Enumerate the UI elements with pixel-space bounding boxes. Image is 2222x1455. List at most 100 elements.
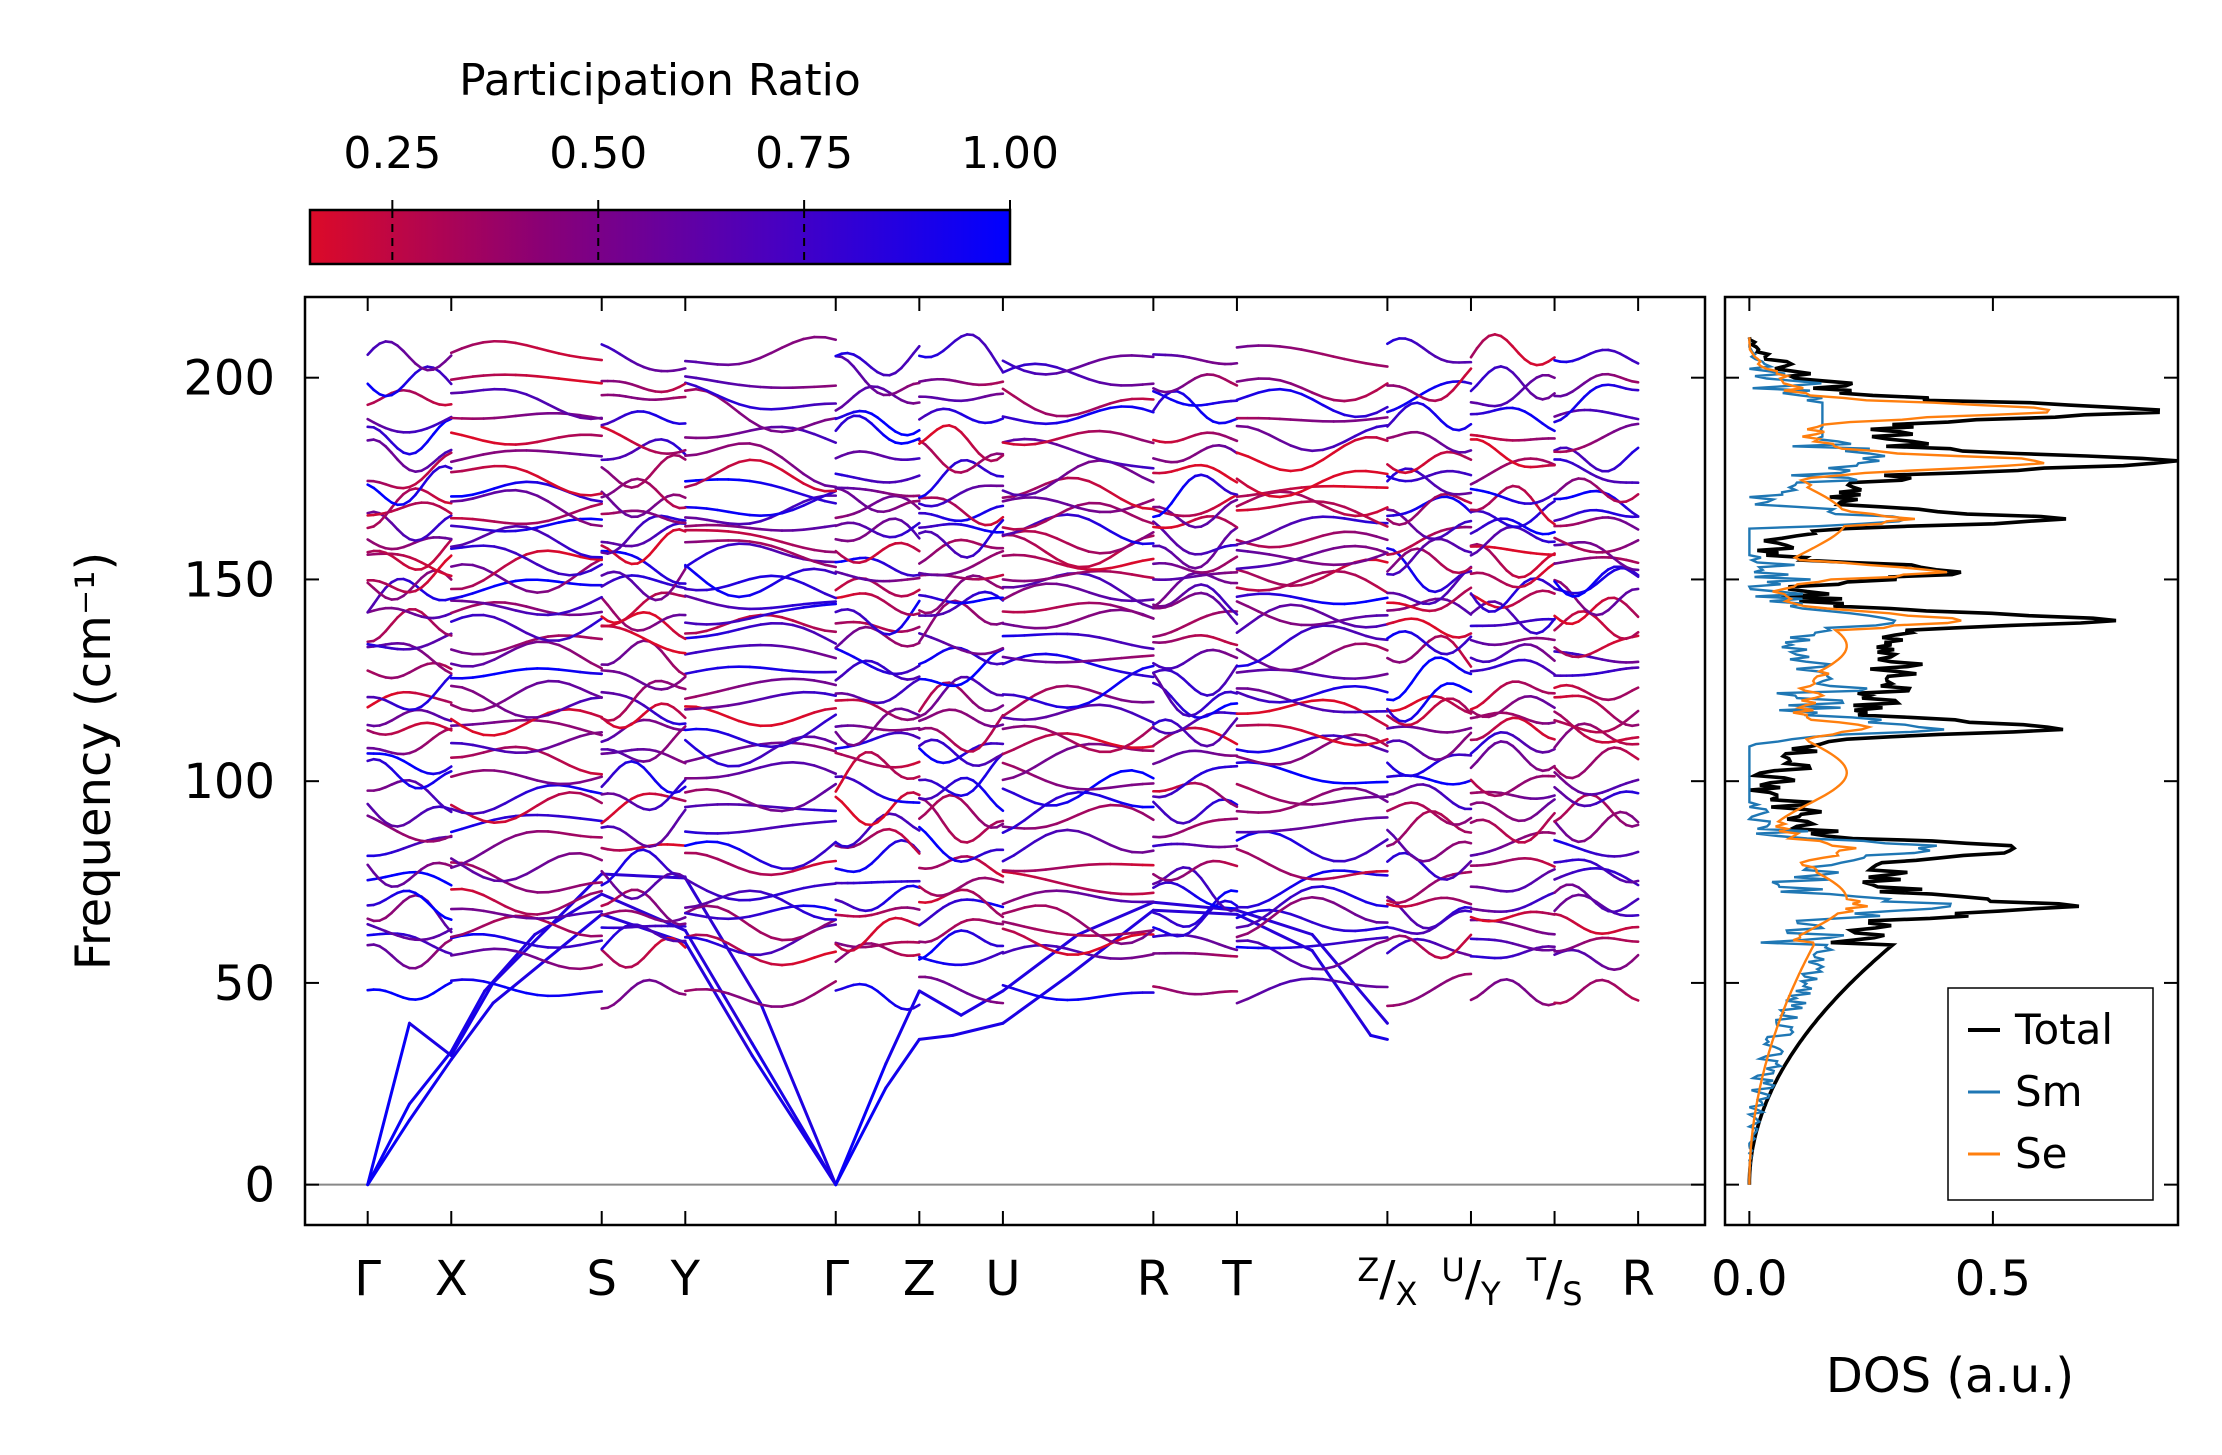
optical-branch-segment [1457, 700, 1467, 709]
optical-branch-segment [759, 872, 773, 877]
optical-branch-segment [737, 719, 752, 726]
optical-branch-segment [726, 947, 741, 954]
optical-branch-segment [426, 560, 435, 568]
optical-branch-segment [1300, 736, 1314, 743]
optical-branch-segment [705, 707, 719, 714]
optical-branch-segment [759, 535, 773, 541]
optical-branch-segment [923, 831, 933, 841]
optical-branch-segment [1289, 873, 1303, 879]
optical-branch-segment [780, 616, 795, 622]
optical-branch-segment [589, 790, 604, 795]
optical-branch-segment [1076, 886, 1091, 891]
optical-branch-segment [482, 695, 496, 706]
optical-branch-segment [1332, 941, 1346, 946]
optical-branch-segment [546, 753, 561, 762]
optical-branch-segment [947, 829, 957, 840]
optical-branch-segment [482, 601, 496, 607]
optical-branch-segment [1310, 656, 1325, 665]
optical-branch-segment [1601, 817, 1610, 826]
optical-branch-segment [630, 579, 639, 589]
optical-branch-segment [492, 802, 507, 810]
optical-branch-segment [1511, 613, 1521, 624]
optical-branch-segment [726, 916, 741, 921]
optical-branch-segment [1343, 627, 1357, 634]
optical-branch-segment [1130, 955, 1144, 960]
optical-branch-segment [959, 688, 969, 698]
optical-branch-segment [1109, 548, 1123, 559]
optical-branch-segment [834, 641, 844, 650]
optical-branch-segment [1364, 870, 1378, 874]
optical-branch-segment [1055, 880, 1069, 887]
optical-branch-segment [1257, 898, 1271, 907]
optical-branch-segment [1033, 577, 1048, 582]
optical-branch-segment [1217, 901, 1227, 910]
optical-branch-segment [1300, 797, 1314, 805]
optical-branch-segment [678, 798, 687, 803]
optical-branch-segment [660, 798, 669, 807]
optical-branch-segment [578, 727, 593, 734]
optical-branch-segment [748, 889, 762, 894]
optical-branch-segment [929, 685, 939, 696]
optical-branch-segment [683, 695, 698, 701]
optical-branch-segment [759, 931, 773, 939]
optical-branch-segment [1398, 689, 1407, 699]
optical-branch-segment [600, 948, 609, 957]
optical-branch-segment [1229, 802, 1239, 809]
optical-branch-segment [1001, 622, 1015, 627]
optical-branch-segment [1141, 664, 1155, 670]
optical-branch-segment [683, 558, 698, 569]
optical-branch-segment [947, 586, 957, 597]
optical-branch-segment [748, 540, 762, 545]
optical-branch-segment [1559, 810, 1568, 819]
optical-branch-segment [791, 998, 805, 1006]
optical-branch-segment [503, 814, 518, 819]
optical-branch-segment [460, 753, 475, 759]
optical-branch-segment [737, 539, 752, 543]
optical-branch-segment [912, 641, 921, 647]
optical-branch-segment [678, 675, 687, 684]
optical-branch-segment [1289, 770, 1303, 777]
optical-branch-segment [1235, 586, 1249, 591]
optical-branch-segment [912, 734, 921, 740]
optical-branch-segment [606, 811, 615, 820]
optical-branch-segment [678, 808, 687, 820]
optical-branch-segment [624, 853, 633, 863]
optical-branch-segment [1044, 996, 1058, 1001]
optical-branch-segment [660, 533, 669, 542]
optical-branch-segment [1375, 903, 1389, 908]
optical-branch-segment [1023, 579, 1037, 583]
optical-branch-segment [1235, 809, 1249, 814]
optical-branch-segment [769, 644, 784, 648]
optical-branch-segment [840, 635, 849, 644]
optical-branch-segment [471, 743, 485, 749]
optical-branch-segment [1300, 895, 1314, 901]
optical-branch-segment [1630, 996, 1640, 1002]
optical-branch-segment [780, 718, 795, 725]
optical-branch-segment [1300, 844, 1314, 854]
optical-branch-segment [1409, 673, 1419, 685]
optical-branch-segment [426, 694, 435, 704]
optical-branch-segment [1130, 573, 1144, 578]
optical-branch-segment [426, 789, 435, 799]
optical-branch-segment [546, 634, 561, 638]
optical-branch-segment [1023, 625, 1037, 630]
optical-branch-segment [694, 840, 709, 845]
optical-branch-segment [1033, 941, 1048, 950]
optical-branch-segment [438, 801, 447, 810]
optical-branch-segment [1403, 561, 1413, 573]
optical-branch-segment [1300, 604, 1314, 611]
optical-branch-segment [460, 857, 475, 866]
optical-branch-segment [1332, 565, 1346, 574]
optical-branch-segment [1375, 936, 1389, 940]
optical-branch-segment [1001, 854, 1015, 863]
optical-branch-segment [443, 726, 453, 732]
optical-branch-segment [460, 592, 475, 598]
optical-branch-segment [834, 780, 844, 793]
optical-branch-segment [384, 762, 393, 771]
optical-branch-segment [1087, 787, 1101, 791]
optical-branch-segment [1364, 795, 1378, 799]
optical-branch-segment [557, 902, 571, 911]
optical-branch-segment [1257, 749, 1271, 754]
optical-branch-segment [482, 844, 496, 854]
acoustic-branch-segment [951, 1021, 1005, 1037]
